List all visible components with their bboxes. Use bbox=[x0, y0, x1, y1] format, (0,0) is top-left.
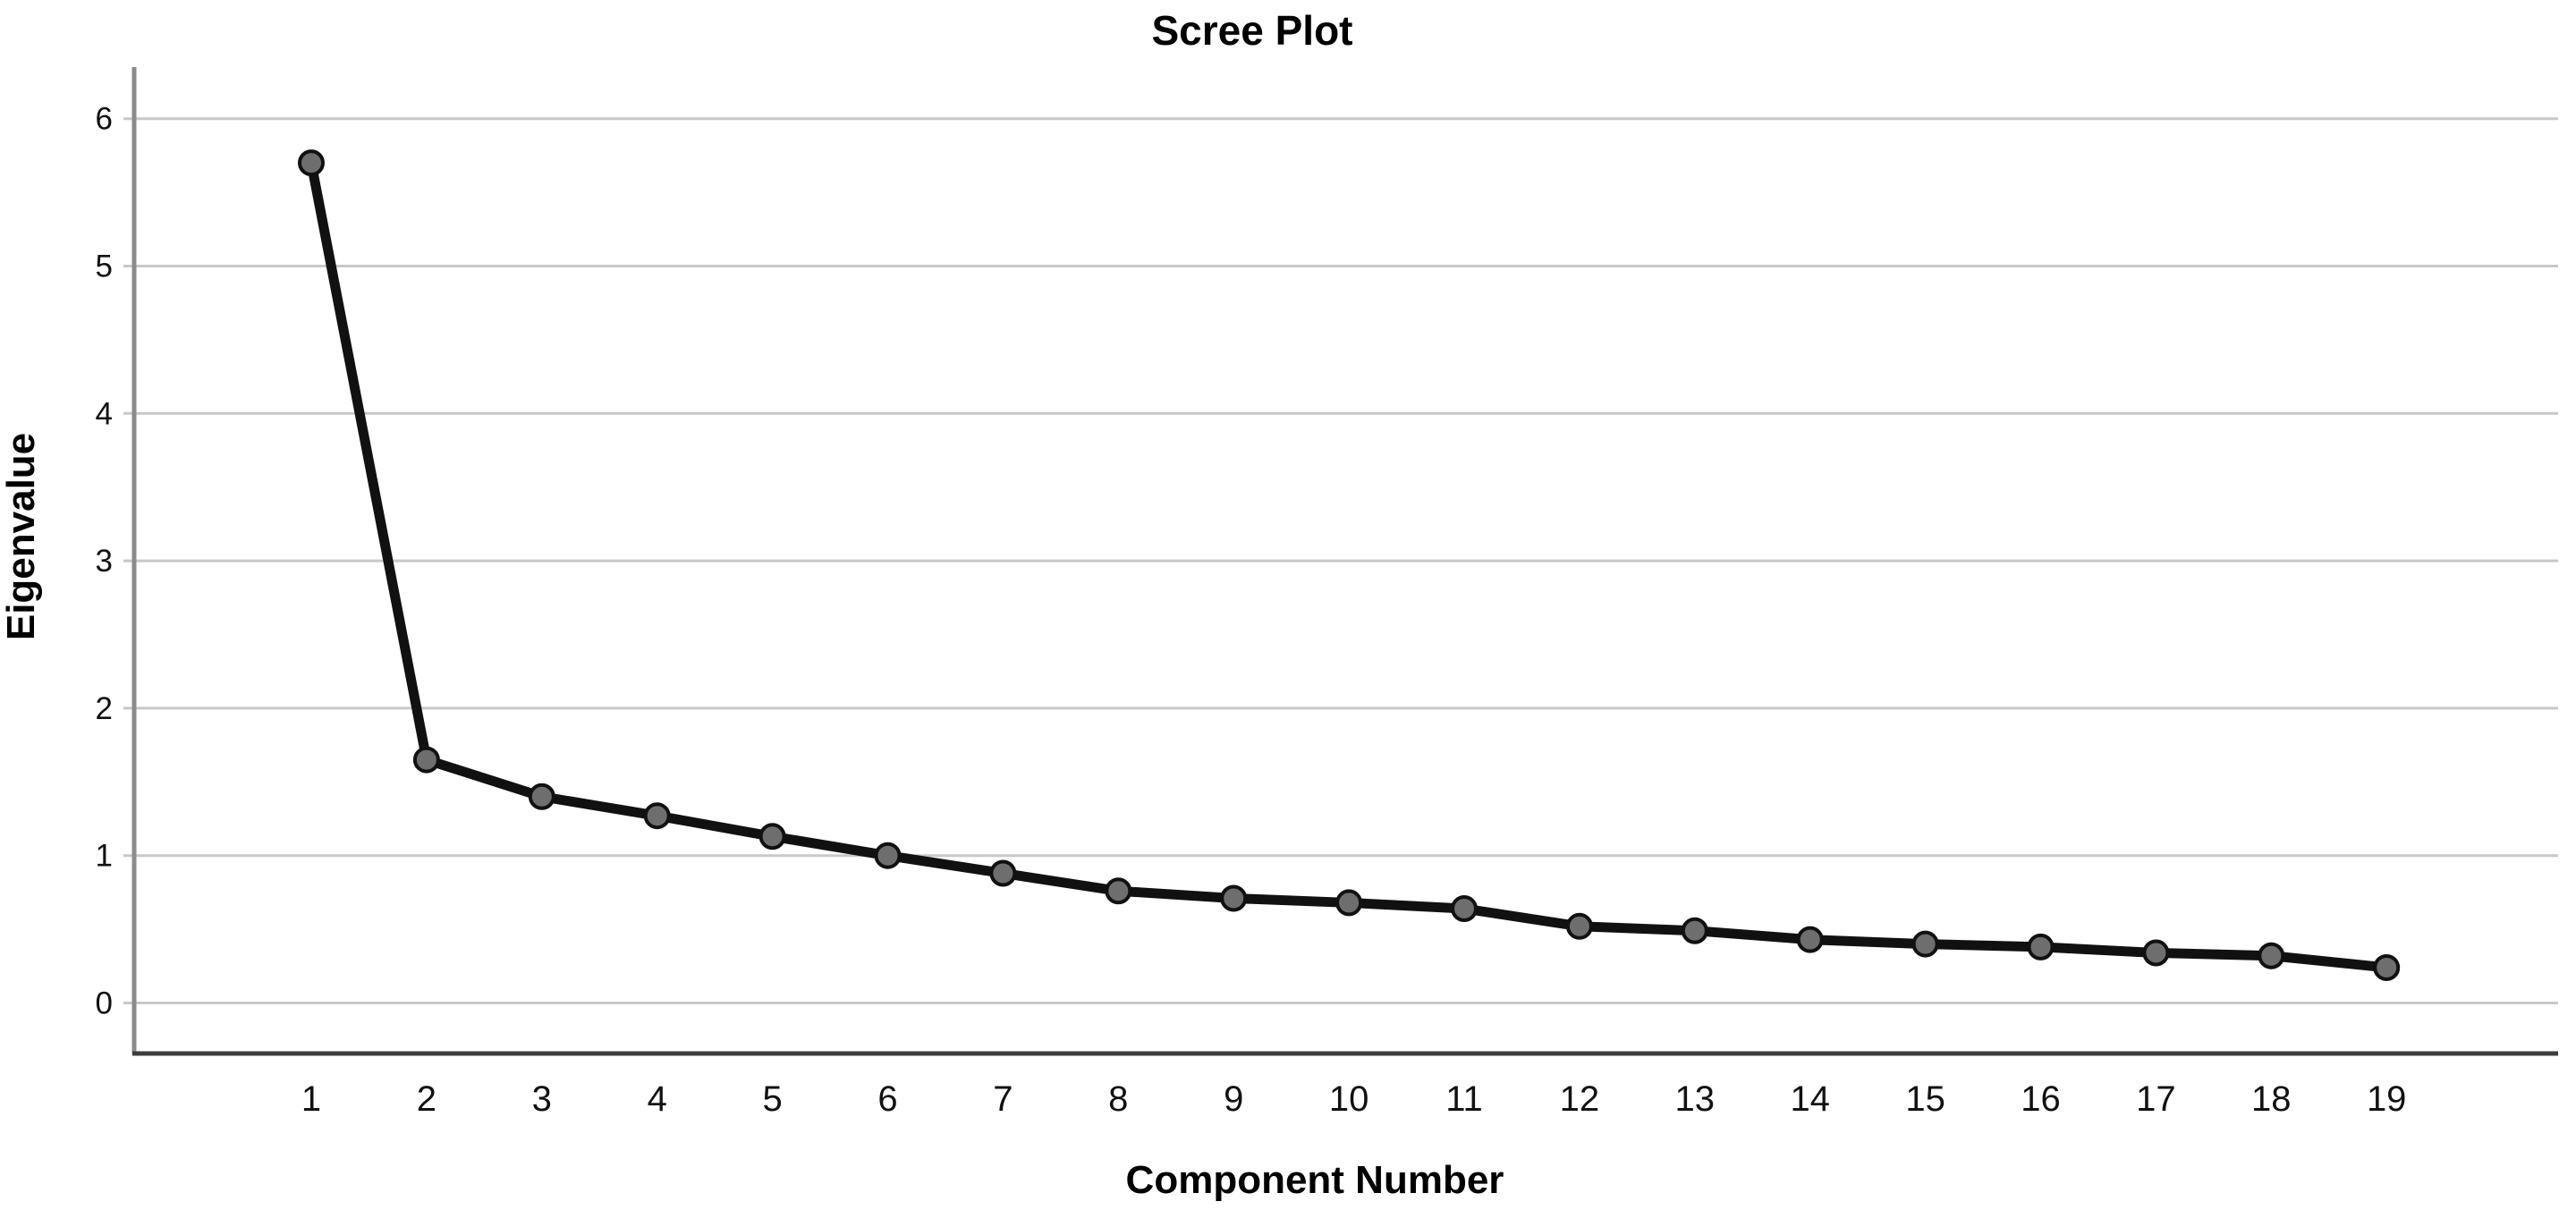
chart-title: Scree Plot bbox=[1152, 7, 1353, 54]
x-tick-label-5: 5 bbox=[762, 1079, 782, 1119]
x-tick-label-18: 18 bbox=[2251, 1079, 2292, 1119]
data-point-component-17 bbox=[2142, 939, 2170, 967]
data-point-component-16 bbox=[2027, 933, 2055, 960]
data-point-markers bbox=[298, 149, 2401, 981]
data-point-component-12 bbox=[1565, 912, 1593, 940]
x-tick-label-14: 14 bbox=[1790, 1079, 1830, 1119]
data-point-component-15 bbox=[1911, 930, 1939, 958]
y-tick-label-1: 1 bbox=[96, 839, 113, 874]
x-tick-label-15: 15 bbox=[1905, 1079, 1945, 1119]
data-point-component-11 bbox=[1451, 895, 1478, 923]
x-tick-label-17: 17 bbox=[2136, 1079, 2176, 1119]
x-tick-label-2: 2 bbox=[417, 1079, 436, 1119]
data-point-component-13 bbox=[1681, 917, 1708, 944]
y-tick-label-5: 5 bbox=[96, 250, 113, 284]
x-tick-label-12: 12 bbox=[1560, 1079, 1600, 1119]
x-axis-tick-labels: 1 2 3 4 5 6 7 8 9 10 11 12 13 14 15 16 17 18 19 bbox=[301, 1079, 2407, 1119]
data-point-component-14 bbox=[1796, 926, 1824, 953]
y-axis-tick-labels: 0 1 2 3 4 5 6 bbox=[96, 102, 113, 1021]
y-tick-label-0: 0 bbox=[96, 986, 113, 1021]
data-point-component-19 bbox=[2373, 953, 2401, 981]
x-tick-label-1: 1 bbox=[301, 1079, 321, 1119]
data-point-component-10 bbox=[1335, 889, 1363, 917]
x-tick-label-11: 11 bbox=[1445, 1079, 1483, 1119]
x-tick-label-19: 19 bbox=[2367, 1079, 2407, 1119]
y-tick-label-6: 6 bbox=[96, 102, 113, 137]
x-tick-label-10: 10 bbox=[1329, 1079, 1369, 1119]
x-tick-label-7: 7 bbox=[993, 1079, 1013, 1119]
y-tick-label-2: 2 bbox=[96, 691, 113, 726]
data-point-component-18 bbox=[2258, 942, 2285, 969]
data-point-component-6 bbox=[874, 842, 902, 869]
x-tick-label-6: 6 bbox=[877, 1079, 897, 1119]
data-point-component-2 bbox=[412, 746, 440, 774]
x-tick-label-4: 4 bbox=[648, 1079, 667, 1119]
x-tick-label-3: 3 bbox=[532, 1079, 552, 1119]
x-tick-label-16: 16 bbox=[2021, 1079, 2061, 1119]
data-point-component-4 bbox=[643, 802, 671, 830]
gridlines bbox=[123, 117, 2558, 1004]
y-tick-label-4: 4 bbox=[96, 396, 113, 431]
data-point-component-9 bbox=[1220, 884, 1248, 912]
x-tick-label-9: 9 bbox=[1224, 1079, 1243, 1119]
data-point-component-8 bbox=[1105, 877, 1132, 905]
data-point-component-5 bbox=[758, 823, 786, 850]
data-point-component-7 bbox=[989, 859, 1017, 887]
data-point-component-1 bbox=[298, 149, 325, 177]
x-axis-title: Component Number bbox=[1126, 1158, 1504, 1202]
y-axis-title: Eigenvalue bbox=[0, 433, 43, 640]
y-tick-label-3: 3 bbox=[96, 544, 113, 579]
x-tick-label-8: 8 bbox=[1108, 1079, 1128, 1119]
x-tick-label-13: 13 bbox=[1675, 1079, 1716, 1119]
data-point-component-3 bbox=[528, 783, 555, 810]
